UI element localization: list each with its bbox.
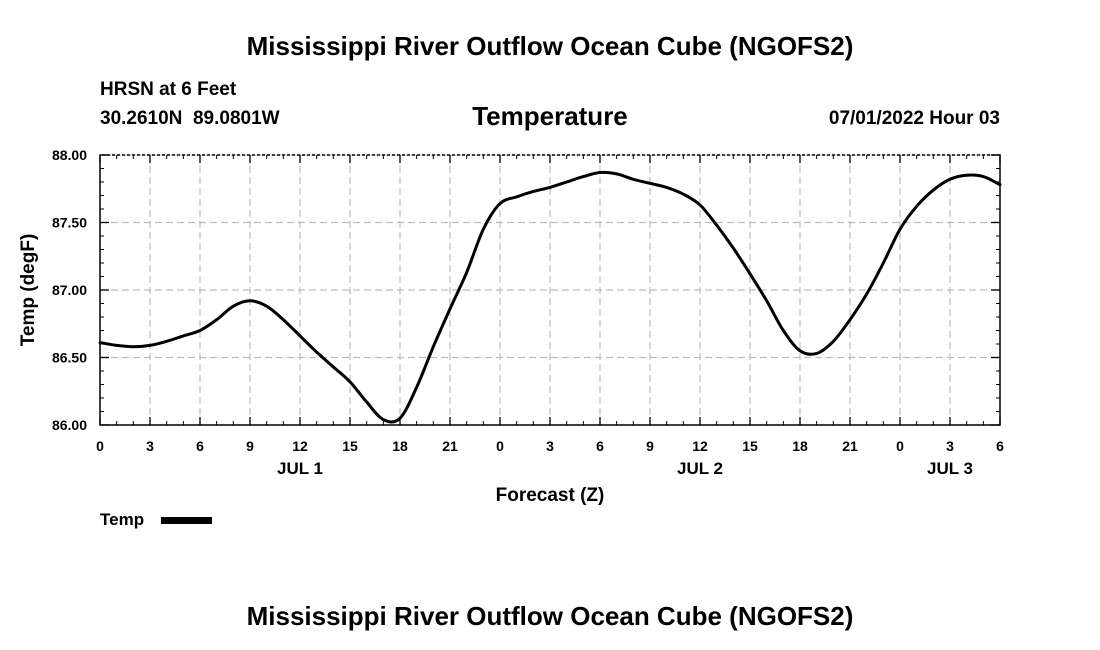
x-tick-label: 9 [246, 438, 254, 454]
x-tick-label: 3 [146, 438, 154, 454]
main-title: Mississippi River Outflow Ocean Cube (NG… [247, 31, 854, 61]
x-tick-label: 12 [692, 438, 708, 454]
x-tick-label: 18 [392, 438, 408, 454]
x-tick-label: 12 [292, 438, 308, 454]
legend-label: Temp [100, 510, 144, 529]
y-tick-label: 86.00 [52, 417, 87, 433]
x-tick-label: 3 [946, 438, 954, 454]
x-tick-label: 6 [596, 438, 604, 454]
y-tick-labels: 86.00 86.50 87.00 87.50 88.00 [52, 147, 87, 433]
x-tick-label: 0 [496, 438, 504, 454]
axes [99, 154, 1001, 426]
grid [100, 155, 1000, 425]
legend-swatch [161, 517, 212, 524]
x-tick-label: 18 [792, 438, 808, 454]
y-tick-label: 87.00 [52, 282, 87, 298]
x-tick-label: 15 [342, 438, 358, 454]
x-tick-label: 6 [196, 438, 204, 454]
legend: Temp [100, 510, 212, 529]
day-label: JUL 3 [927, 459, 973, 478]
x-tick-label: 21 [442, 438, 458, 454]
x-tick-label: 3 [546, 438, 554, 454]
plot-title: Temperature [472, 101, 628, 131]
footer-title: Mississippi River Outflow Ocean Cube (NG… [247, 601, 854, 631]
y-axis-label: Temp (degF) [18, 234, 39, 347]
data-series [98, 170, 1002, 424]
x-axis-label: Forecast (Z) [496, 485, 605, 506]
series-line-temp [98, 170, 1002, 424]
x-tick-label: 0 [96, 438, 104, 454]
station-coords: 30.2610N 89.0801W [100, 108, 280, 129]
x-tick-label: 15 [742, 438, 758, 454]
day-labels: JUL 1 JUL 2 JUL 3 [277, 459, 973, 478]
x-tick-labels: 0 3 6 9 12 15 18 21 0 3 6 9 12 15 18 21 0 3 6 [96, 438, 1004, 454]
x-tick-label: 6 [996, 438, 1004, 454]
y-tick-label: 86.50 [52, 350, 87, 366]
x-tick-label: 21 [842, 438, 858, 454]
y-tick-label: 88.00 [52, 147, 87, 163]
forecast-datetime: 07/01/2022 Hour 03 [829, 108, 1000, 129]
day-label: JUL 1 [277, 459, 323, 478]
station-label: HRSN at 6 Feet [100, 79, 237, 100]
x-tick-label: 9 [646, 438, 654, 454]
y-tick-label: 87.50 [52, 215, 87, 231]
day-label: JUL 2 [677, 459, 723, 478]
x-tick-label: 0 [896, 438, 904, 454]
